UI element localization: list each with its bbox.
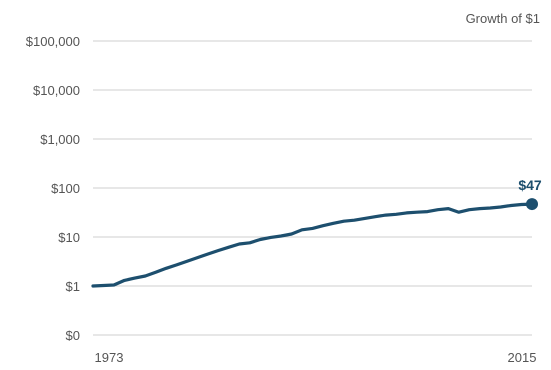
y-tick-label: $100 xyxy=(51,181,80,196)
y-tick-label: $1,000 xyxy=(40,132,80,147)
y-tick-label: $10 xyxy=(58,230,80,245)
series-line xyxy=(91,202,534,288)
x-tick-label: 1973 xyxy=(95,350,124,365)
grid-layer xyxy=(93,40,532,336)
x-axis-tick-labels: 1973 2015 xyxy=(95,350,537,365)
y-tick-label: $0 xyxy=(66,328,80,343)
end-point-marker xyxy=(526,198,538,211)
chart-title: Growth of $1 xyxy=(466,11,540,26)
y-axis-tick-labels: $100,000 $10,000 $1,000 $100 $10 $1 $0 xyxy=(26,34,80,343)
end-value-label: $47 xyxy=(518,177,542,193)
x-tick-label: 2015 xyxy=(508,350,537,365)
y-tick-label: $1 xyxy=(66,279,80,294)
y-tick-label: $100,000 xyxy=(26,34,80,49)
y-tick-label: $10,000 xyxy=(33,83,80,98)
